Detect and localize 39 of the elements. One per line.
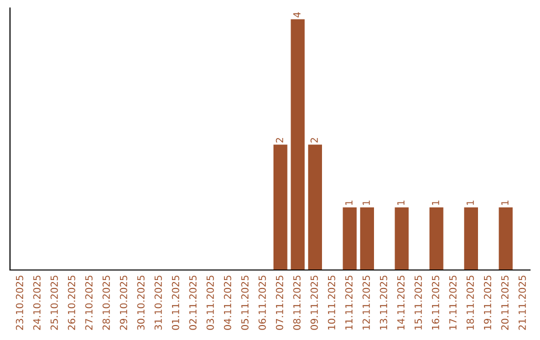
data-label: 2 [310,138,318,143]
x-tick-label: 16.11.2025 [432,276,440,330]
x-tick-label: 15.11.2025 [414,276,422,330]
data-label: 1 [362,200,370,205]
x-tick-label: 02.11.2025 [189,276,197,330]
x-tick-label: 25.10.2025 [50,276,58,330]
x-tick-label: 08.11.2025 [293,276,301,330]
x-tick-label: 27.10.2025 [85,276,93,330]
x-tick-label: 13.11.2025 [380,276,388,330]
x-tick-label: 05.11.2025 [241,276,249,330]
x-tick-label: 06.11.2025 [258,276,266,330]
x-tick-label: 29.10.2025 [120,276,128,330]
x-tick-label: 31.10.2025 [154,276,162,330]
data-label: 1 [432,200,440,205]
x-tick-label: 21.11.2025 [518,276,526,330]
data-label: 1 [397,200,404,205]
x-tick-label: 11.11.2025 [345,276,353,330]
x-tick-label: 01.11.2025 [172,276,180,330]
x-tick-label: 19.11.2025 [484,276,492,330]
data-label: 1 [466,200,474,205]
x-tick-label: 26.10.2025 [68,276,76,330]
data-label: 2 [276,138,284,143]
x-tick-label: 30.10.2025 [137,276,145,330]
x-tick-label: 09.11.2025 [310,276,318,330]
x-tick-label: 23.10.2025 [16,276,24,330]
x-tick-label: 17.11.2025 [449,276,457,330]
data-label: 1 [345,200,352,205]
x-tick-label: 24.10.2025 [33,276,41,330]
x-tick-label: 04.11.2025 [224,276,232,330]
x-tick-label: 12.11.2025 [362,276,370,330]
x-tick-label: 10.11.2025 [328,276,336,330]
x-tick-label: 28.10.2025 [102,276,110,330]
x-tick-label: 07.11.2025 [276,276,284,330]
data-label: 1 [501,200,508,205]
x-tick-label: 14.11.2025 [397,276,405,330]
data-label: 4 [293,12,300,18]
x-tick-label: 20.11.2025 [501,276,509,330]
x-tick-label: 03.11.2025 [206,276,214,330]
x-tick-label: 18.11.2025 [466,276,474,330]
